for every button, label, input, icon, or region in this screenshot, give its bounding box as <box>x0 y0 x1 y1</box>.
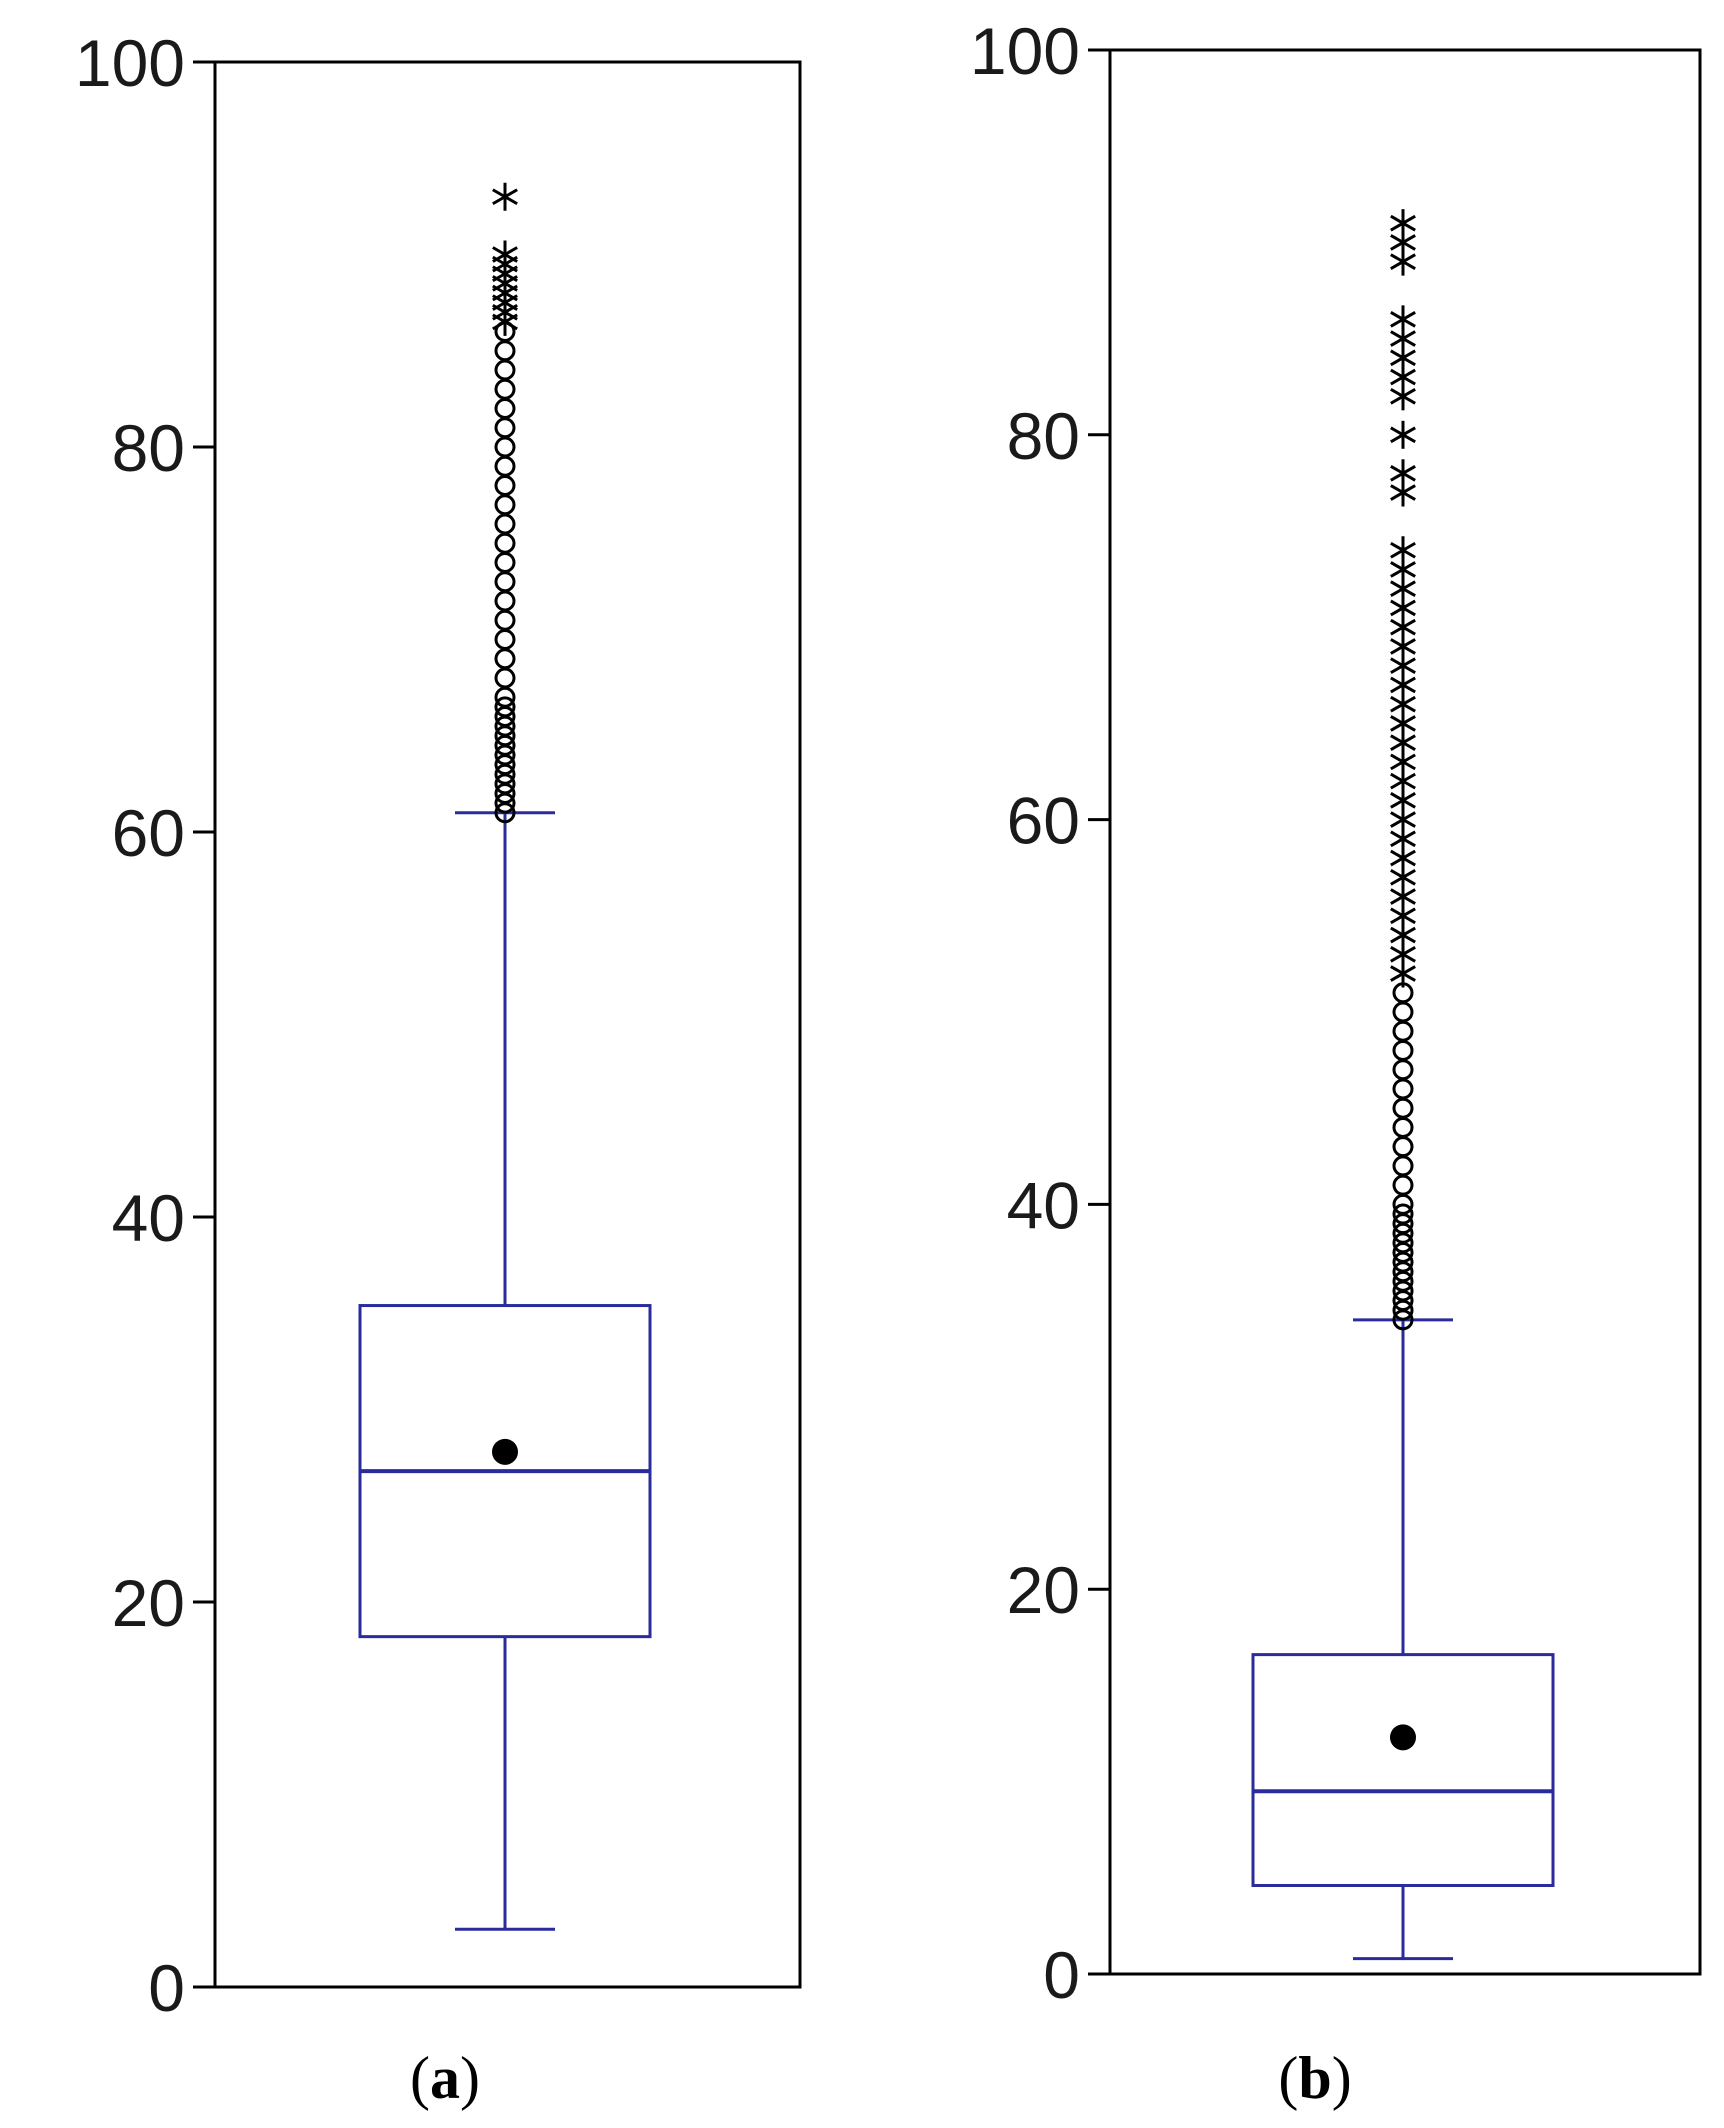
outlier-circle <box>494 398 516 419</box>
outlier-circle <box>1392 1174 1414 1196</box>
outlier-circle <box>494 571 516 593</box>
panel-label: (b) <box>1278 2045 1351 2111</box>
outlier-circle <box>1392 1116 1414 1138</box>
outlier-star <box>1390 209 1416 238</box>
iqr-box <box>1251 1653 1555 1887</box>
y-tick-label: 80 <box>112 411 185 485</box>
outliers <box>1390 209 1416 1331</box>
outlier-circle <box>1392 1203 1414 1225</box>
mean-marker <box>1390 1724 1416 1751</box>
outlier-circle <box>494 667 516 689</box>
outlier-circle <box>1392 1155 1414 1177</box>
outlier-circle <box>494 552 516 573</box>
outlier-circle <box>494 513 516 535</box>
outlier-circle <box>494 532 516 554</box>
outlier-star <box>1390 459 1416 488</box>
outlier-star <box>1390 536 1416 565</box>
outlier-circle <box>1392 1001 1414 1023</box>
y-tick-label: 100 <box>970 14 1080 88</box>
outlier-circle <box>494 648 516 670</box>
outlier-circle <box>494 696 516 718</box>
outlier-star <box>1390 305 1416 334</box>
y-tick-label: 60 <box>112 796 185 870</box>
outlier-star <box>1390 420 1416 449</box>
y-tick-label: 40 <box>1007 1168 1080 1242</box>
y-tick-label: 80 <box>1007 399 1080 473</box>
outlier-circle <box>494 590 516 612</box>
outlier-star <box>492 240 518 269</box>
y-tick-label: 100 <box>75 26 185 100</box>
panel-label-letter: b <box>1298 2045 1331 2111</box>
outlier-circle <box>494 378 516 400</box>
outlier-circle <box>1392 1039 1414 1061</box>
plot-frame <box>1108 48 1702 1976</box>
outliers <box>492 182 518 824</box>
outlier-circle <box>494 340 516 362</box>
y-tick-label: 40 <box>112 1181 185 1255</box>
outlier-circle <box>494 455 516 477</box>
box-plot <box>358 811 652 1931</box>
outlier-circle <box>494 494 516 516</box>
outlier-circle <box>494 475 516 496</box>
y-tick-label: 20 <box>1007 1553 1080 1627</box>
outlier-circle <box>494 629 516 650</box>
outlier-circle <box>494 359 516 381</box>
y-axis: 0 20 40 60 80 100 <box>75 26 215 2025</box>
outlier-circle <box>1392 1136 1414 1158</box>
y-tick-label: 20 <box>112 1566 185 1640</box>
outlier-circle <box>1392 1020 1414 1042</box>
outlier-circle <box>494 417 516 439</box>
panel-label-letter: a <box>430 2045 460 2111</box>
y-axis: 0 20 40 60 80 100 <box>970 14 1110 2012</box>
panel-b: 0 20 40 60 80 100 (b) <box>970 14 1702 2111</box>
mean-marker <box>492 1438 518 1465</box>
outlier-circle <box>494 436 516 458</box>
outlier-star <box>492 182 518 211</box>
y-tick-label: 0 <box>148 1951 185 2025</box>
panel-label: (a) <box>410 2045 480 2111</box>
outlier-circle <box>1392 1097 1414 1119</box>
outlier-circle <box>1392 1059 1414 1081</box>
plot-frame <box>213 60 802 1989</box>
panel-a: 0 20 40 60 80 100 (a) <box>75 26 802 2111</box>
y-tick-label: 0 <box>1043 1938 1080 2012</box>
outlier-circle <box>1392 1078 1414 1100</box>
outlier-circle <box>494 609 516 631</box>
box-plot <box>1251 1318 1555 1961</box>
y-tick-label: 60 <box>1007 784 1080 858</box>
